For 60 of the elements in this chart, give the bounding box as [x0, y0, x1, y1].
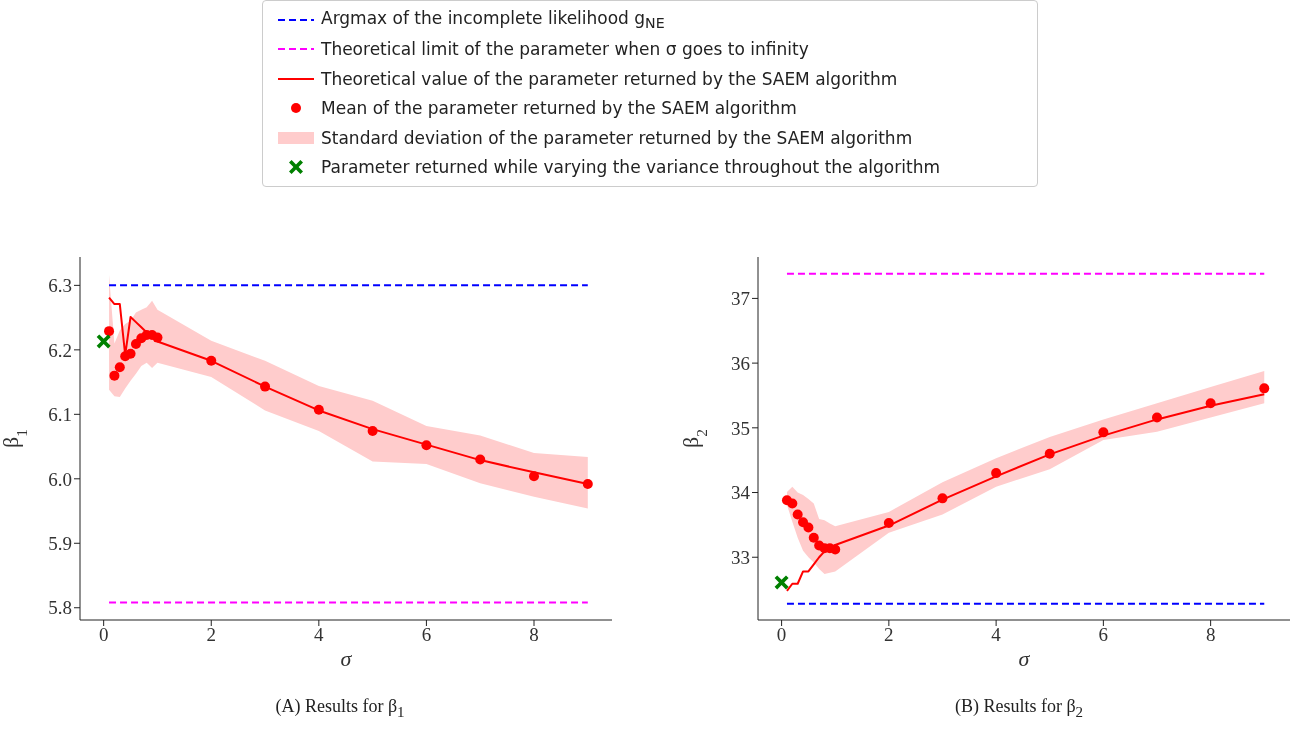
point [1205, 398, 1216, 409]
y-tick-label: 37 [731, 288, 750, 310]
y-tick-label: 5.8 [48, 597, 72, 619]
x-tick-label: 8 [529, 624, 539, 646]
point [808, 532, 819, 543]
point [313, 404, 324, 415]
y-tick-label: 6.3 [48, 275, 72, 297]
point [529, 471, 539, 482]
point [421, 440, 432, 451]
y-tick-label: 36 [731, 352, 750, 374]
y-tick-label: 33 [731, 546, 750, 568]
point [152, 332, 163, 343]
point [475, 454, 486, 465]
x-axis-title: σ [1018, 646, 1031, 671]
point [114, 362, 125, 373]
x-tick-label: 0 [776, 624, 787, 646]
y-tick-label: 5.9 [48, 533, 72, 555]
point [787, 498, 798, 509]
point [582, 478, 593, 489]
point [792, 509, 803, 520]
point [130, 339, 141, 350]
point [367, 426, 378, 437]
text: (B) Results for β$_{2}$ [953, 696, 1085, 721]
point [991, 468, 1002, 479]
y-tick-label: 6.1 [48, 404, 72, 426]
point [1152, 412, 1162, 423]
legend-label: Theoretical value of the parameter returned by the SAEM algorithm [321, 68, 898, 89]
point [1098, 427, 1109, 438]
legend-label: Standard deviation of the parameter returned by the SAEM algorithm [321, 127, 913, 148]
point [1259, 383, 1270, 394]
point [109, 370, 120, 381]
point [883, 517, 894, 528]
x-tick-label: 4 [314, 624, 325, 646]
legend-label: Mean of the parameter returned by the SAEM algorithm [321, 98, 797, 119]
point [1044, 448, 1055, 459]
x-tick-label: 4 [991, 624, 1002, 646]
point [830, 544, 841, 555]
x-tick-label: 2 [884, 624, 894, 646]
point [96, 334, 111, 349]
x-tick-label: 0 [98, 624, 109, 646]
text: (A) Results for β$_{1}$ [274, 696, 406, 721]
y-tick-label: 6.0 [48, 468, 72, 490]
x-tick-label: 6 [421, 624, 432, 646]
x-tick-label: 6 [1098, 624, 1109, 646]
point [125, 348, 136, 359]
legend-label: Theoretical limit of the parameter when σ goes to infinity [321, 39, 809, 60]
point [774, 575, 789, 590]
point [104, 326, 115, 337]
x-tick-label: 2 [206, 624, 216, 646]
point [803, 522, 814, 533]
point [206, 355, 217, 366]
y-tick-label: 6.2 [48, 339, 72, 361]
x-tick-label: 8 [1205, 624, 1216, 646]
y-tick-label: 35 [731, 417, 750, 439]
legend-label: Argmax of the incomplete likelihood g$_{NE}$ [321, 8, 665, 32]
x-axis-title: σ [340, 646, 353, 671]
y-tick-label: 34 [731, 482, 751, 504]
point [260, 381, 271, 392]
point [937, 493, 948, 504]
legend-label: Parameter returned while varying the variance throughout the algorithm [321, 157, 940, 178]
